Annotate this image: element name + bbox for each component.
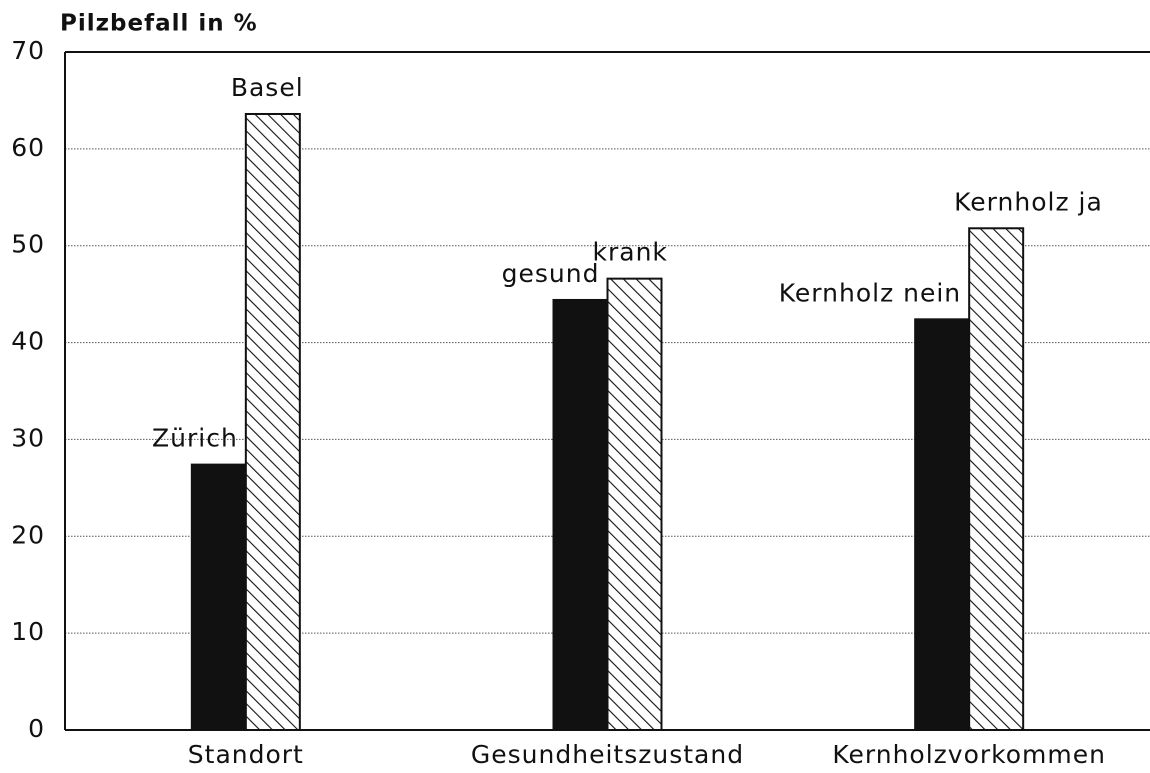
chart-title: Pilzbefall in % xyxy=(60,11,258,37)
bar-label: Kernholz nein xyxy=(779,278,961,307)
bar xyxy=(606,277,663,731)
y-tick-label: 0 xyxy=(28,714,45,743)
y-tick-label: 60 xyxy=(11,133,45,162)
x-tick-label: Kernholzvorkommen xyxy=(832,740,1106,769)
bar-label: Kernholz ja xyxy=(954,187,1103,216)
bar-label: krank xyxy=(593,238,668,267)
bar xyxy=(244,112,301,731)
y-tick-label: 30 xyxy=(11,423,45,452)
y-tick-label: 50 xyxy=(11,230,45,259)
bar xyxy=(190,463,247,731)
y-tick-label: 20 xyxy=(11,520,45,549)
bar xyxy=(968,227,1025,731)
y-tick-label: 40 xyxy=(11,327,45,356)
y-tick-label: 70 xyxy=(11,36,45,65)
y-tick-label: 10 xyxy=(11,617,45,646)
bar xyxy=(552,298,609,731)
x-tick-label: Standort xyxy=(188,740,304,769)
bar-label: gesund xyxy=(502,259,600,288)
bar-label: Zürich xyxy=(152,424,238,453)
bar xyxy=(914,318,971,731)
x-tick-label: Gesundheitszustand xyxy=(471,740,744,769)
bar-label: Basel xyxy=(231,73,304,102)
